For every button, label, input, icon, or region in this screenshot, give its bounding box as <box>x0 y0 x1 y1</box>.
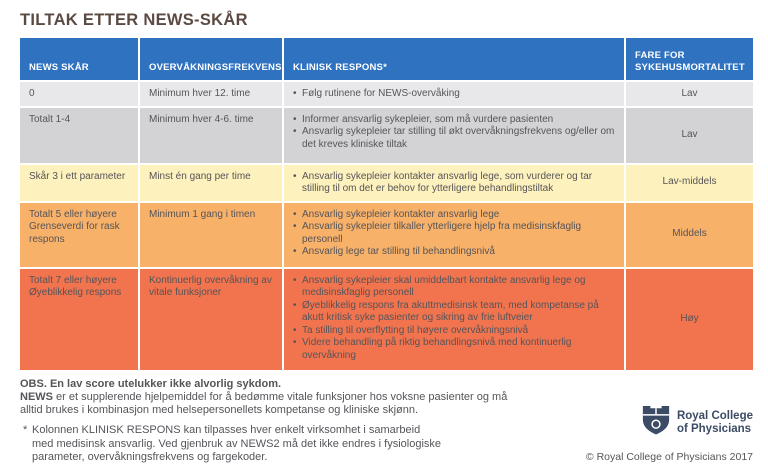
table-row: Totalt 1-4 Minimum hver 4-6. time • Info… <box>20 107 753 163</box>
score-cell: Totalt 5 eller høyere Grenseverdi for ra… <box>20 202 140 267</box>
response-text: Ansvarlig sykepleier tar stilling til øk… <box>302 126 615 150</box>
response-text: Ansvarlig sykepleier skal umiddelbart ko… <box>302 274 586 299</box>
table-row: Totalt 7 eller høyere Øyeblikkelig respo… <box>20 268 753 370</box>
response-item: • Ansvarlig sykepleier kontakter ansvarl… <box>293 209 618 222</box>
asterisk-marker: * <box>23 424 28 436</box>
rcp-logo-line1: Royal College <box>676 410 753 422</box>
header-mortality-risk: FARE FOR SYKEHUSMORTALITET <box>626 38 753 80</box>
score-cell: 0 <box>20 82 140 106</box>
response-text: Informer ansvarlig sykepleier, som må vu… <box>302 113 554 125</box>
bullet-icon: • <box>293 170 297 182</box>
response-item: • Ta stilling til overflytting til høyer… <box>293 325 618 338</box>
footnote-text: Kolonnen KLINISK RESPONS kan tilpasses h… <box>32 424 442 463</box>
risk-cell: Lav <box>626 82 753 106</box>
bullet-icon: • <box>293 113 297 125</box>
rcp-crest-icon <box>641 404 671 441</box>
rcp-logo-text: Royal College of Physicians <box>677 410 753 435</box>
response-text: Øyeblikkelig respons fra akuttmedisinsk … <box>302 299 599 324</box>
table-row: Skår 3 i ett parameter Minst én gang per… <box>20 164 753 201</box>
response-text: Videre behandling på riktig behandlingsn… <box>302 337 572 361</box>
response-text: Ansvarlig sykepleier tilkaller ytterlige… <box>302 221 582 245</box>
score-cell: Totalt 1-4 <box>20 107 140 163</box>
bullet-icon: • <box>293 221 297 232</box>
risk-cell: Lav <box>626 107 753 163</box>
bullet-icon: • <box>293 208 297 220</box>
score-cell: Skår 3 i ett parameter <box>20 164 140 201</box>
response-cell: • Ansvarlig sykepleier kontakter ansvarl… <box>284 202 626 267</box>
risk-cell: Middels <box>626 202 753 267</box>
header-news-score: NEWS SKÅR <box>20 38 140 80</box>
header-monitoring-frequency: OVERVÅKNINGSFREKVENS <box>140 38 284 80</box>
response-cell: • Ansvarlig sykepleier kontakter ansvarl… <box>284 164 626 201</box>
risk-cell: Lav-middels <box>626 164 753 201</box>
response-item: • Ansvarlig lege tar stilling til behand… <box>293 246 618 259</box>
response-text: Ansvarlig lege tar stilling til behandli… <box>302 246 495 257</box>
frequency-cell: Minst én gang per time <box>140 164 284 201</box>
response-item: • Ansvarlig sykepleier kontakter ansvarl… <box>293 171 618 196</box>
news-note-text: er et supplerende hjelpemiddel for å bed… <box>20 391 508 416</box>
bullet-icon: • <box>293 246 297 257</box>
table-row: Totalt 5 eller høyere Grenseverdi for ra… <box>20 202 753 267</box>
bullet-icon: • <box>293 274 297 286</box>
response-item: • Øyeblikkelig respons fra akuttmedisins… <box>293 300 618 325</box>
response-cell: • Følg rutinene for NEWS-overvåking <box>284 82 626 106</box>
frequency-cell: Minimum hver 4-6. time <box>140 107 284 163</box>
footnote-block: * Kolonnen KLINISK RESPONS kan tilpasses… <box>23 424 443 465</box>
obs-note: OBS. En lav score utelukker ikke alvorli… <box>20 378 282 390</box>
response-item: • Ansvarlig sykepleier tar stilling til … <box>293 126 618 151</box>
footer-right-block: Royal College of Physicians © Royal Coll… <box>586 404 753 463</box>
response-text: Ansvarlig sykepleier kontakter ansvarlig… <box>302 170 593 195</box>
notes-block: OBS. En lav score utelukker ikke alvorli… <box>20 378 512 417</box>
response-item: • Ansvarlig sykepleier tilkaller ytterli… <box>293 221 618 246</box>
page-title: TILTAK ETTER NEWS-SKÅR <box>20 11 248 29</box>
response-text: Ta stilling til overflytting til høyere … <box>302 324 529 336</box>
response-cell: • Ansvarlig sykepleier skal umiddelbart … <box>284 268 626 370</box>
bullet-icon: • <box>293 324 297 336</box>
bullet-icon: • <box>293 126 297 137</box>
rcp-logo: Royal College of Physicians <box>586 404 753 441</box>
response-cell: • Informer ansvarlig sykepleier, som må … <box>284 107 626 163</box>
rcp-logo-line2: of Physicians <box>676 422 752 435</box>
response-item: • Videre behandling på riktig behandling… <box>293 337 618 362</box>
response-text: Ansvarlig sykepleier kontakter ansvarlig… <box>302 208 500 220</box>
response-item: • Ansvarlig sykepleier skal umiddelbart … <box>293 275 618 300</box>
news-note: NEWS er et supplerende hjelpemiddel for … <box>20 391 512 417</box>
response-item: • Informer ansvarlig sykepleier, som må … <box>293 114 618 127</box>
table-row: 0 Minimum hver 12. time • Følg rutinene … <box>20 82 753 106</box>
response-text: Følg rutinene for NEWS-overvåking <box>302 88 460 99</box>
bullet-icon: • <box>293 337 297 348</box>
news-note-bold: NEWS <box>20 391 53 403</box>
response-item: • Følg rutinene for NEWS-overvåking <box>293 88 618 101</box>
frequency-cell: Minimum hver 12. time <box>140 82 284 106</box>
table-header-row: NEWS SKÅR OVERVÅKNINGSFREKVENS KLINISK R… <box>20 38 753 80</box>
copyright-text: © Royal College of Physicians 2017 <box>585 451 753 463</box>
score-cell: Totalt 7 eller høyere Øyeblikkelig respo… <box>20 268 140 370</box>
header-clinical-response: KLINISK RESPONS* <box>284 38 626 80</box>
frequency-cell: Kontinuerlig overvåkning av vitale funks… <box>140 268 284 370</box>
bullet-icon: • <box>293 299 297 311</box>
bullet-icon: • <box>293 88 297 99</box>
news-actions-table: NEWS SKÅR OVERVÅKNINGSFREKVENS KLINISK R… <box>20 38 753 372</box>
risk-cell: Høy <box>626 268 753 370</box>
frequency-cell: Minimum 1 gang i timen <box>140 202 284 267</box>
